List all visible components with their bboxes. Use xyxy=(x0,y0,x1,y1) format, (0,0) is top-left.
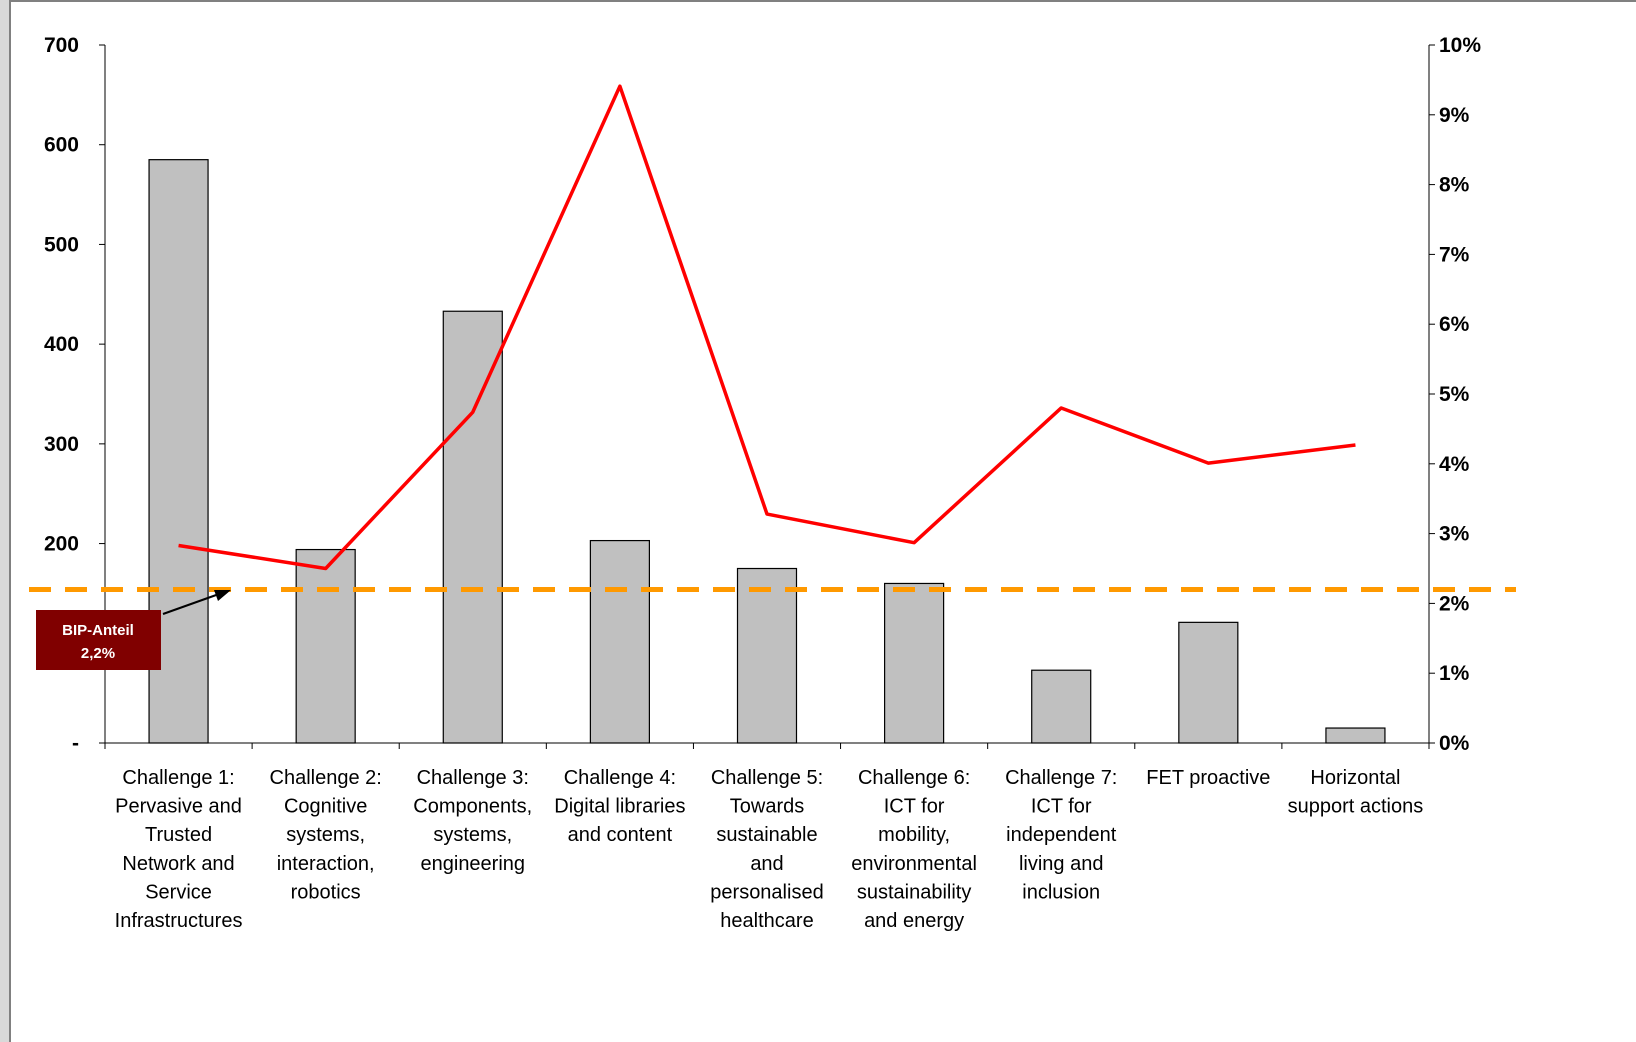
bar-7 xyxy=(1031,669,1092,744)
callout-arrow-head xyxy=(214,590,231,601)
bar-9 xyxy=(1325,727,1386,744)
right-tick-label: 9% xyxy=(1439,104,1470,127)
callout-value: 2,2% xyxy=(81,645,115,662)
left-tick-label: 400 xyxy=(44,333,79,356)
category-label-8: FET proactive xyxy=(1146,767,1270,789)
left-tick-label: 300 xyxy=(44,433,79,456)
bar-6 xyxy=(884,582,945,744)
left-tick-label: 700 xyxy=(44,34,79,57)
right-tick-label: 5% xyxy=(1439,383,1470,406)
left-tick-label: - xyxy=(72,732,79,755)
right-tick-label: 0% xyxy=(1439,732,1470,755)
bar-3 xyxy=(442,310,503,744)
category-label-4: Challenge 4: Digital libraries and content xyxy=(554,767,685,846)
right-tick-label: 10% xyxy=(1439,34,1481,57)
share-line xyxy=(178,84,1356,571)
category-label-7: Challenge 7: ICT for independent living and… xyxy=(1005,767,1117,903)
right-tick-label: 2% xyxy=(1439,592,1470,615)
chart-frame: - 200 300 400 500 600 700 0% 1% 2% 3% 4% 5% 6% 7% 8% 9% 1… xyxy=(9,0,1636,1042)
bar-5 xyxy=(736,567,798,744)
right-tick-label: 3% xyxy=(1439,523,1470,546)
bip-callout: BIP-Anteil 2,2% xyxy=(36,590,231,670)
left-tick-label: 600 xyxy=(44,134,79,157)
callout-arrow-shaft xyxy=(162,593,220,615)
line-series xyxy=(178,84,1356,571)
right-tick-label: 4% xyxy=(1439,453,1470,476)
category-label-2: Challenge 2: Cognitive systems, interaction… xyxy=(270,767,382,903)
category-label-3: Challenge 3: Components, systems, engineeri… xyxy=(413,767,532,875)
bar-series xyxy=(148,159,1386,744)
category-label-1: Challenge 1: Pervasive and Trusted Network … xyxy=(115,767,243,932)
bar-2 xyxy=(295,548,356,744)
right-tick-label: 1% xyxy=(1439,662,1470,685)
category-label-9: Horizontal support actions xyxy=(1288,767,1424,818)
left-tick-label: 200 xyxy=(44,533,79,556)
bar-8 xyxy=(1178,621,1239,744)
right-tick-label: 6% xyxy=(1439,313,1470,336)
axis-labels: - 200 300 400 500 600 700 0% 1% 2% 3% 4% 5% 6% 7% 8% 9% 1… xyxy=(44,34,1481,932)
right-tick-label: 7% xyxy=(1439,243,1470,266)
right-tick-label: 8% xyxy=(1439,174,1470,197)
category-label-5: Challenge 5: Towards sustainable and persona… xyxy=(710,767,823,932)
left-tick-label: 500 xyxy=(44,233,79,256)
category-label-6: Challenge 6: ICT for mobility, environmenta… xyxy=(851,767,977,932)
callout-title: BIP-Anteil xyxy=(62,622,134,639)
bar-4 xyxy=(589,539,650,744)
combo-chart: - 200 300 400 500 600 700 0% 1% 2% 3% 4% 5% 6% 7% 8% 9% 1… xyxy=(29,34,1516,932)
callout-box xyxy=(36,610,161,670)
